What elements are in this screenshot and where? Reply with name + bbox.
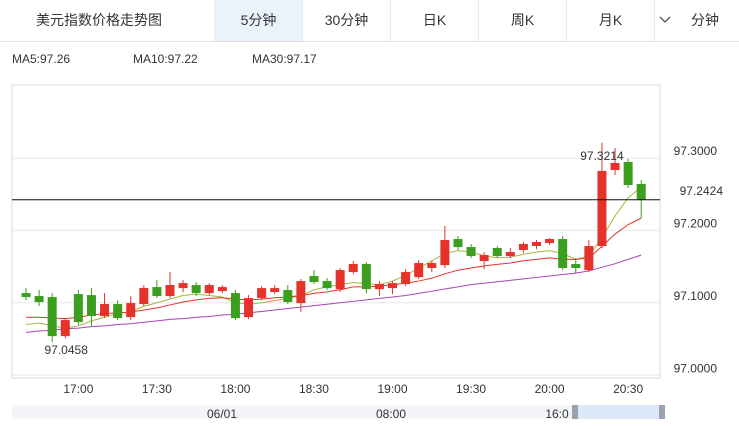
navigator-label: 08:00 xyxy=(376,407,406,421)
candle-body xyxy=(348,264,358,273)
candle-body xyxy=(558,239,568,269)
tab[interactable]: 日K xyxy=(391,0,479,41)
candle-body xyxy=(86,295,96,317)
candle-body xyxy=(427,263,437,269)
candle-body xyxy=(60,320,70,337)
candle-body xyxy=(217,287,227,292)
navigator-label: 06/01 xyxy=(207,407,237,421)
candle-body xyxy=(518,244,528,251)
candle-body xyxy=(100,304,110,317)
x-tick-label: 17:00 xyxy=(63,382,93,396)
candle-body xyxy=(113,304,123,319)
candle-body xyxy=(322,281,332,289)
candle-body xyxy=(270,288,280,293)
navigator-window[interactable] xyxy=(575,405,662,419)
candle-body xyxy=(571,264,581,269)
candle-body xyxy=(414,263,424,278)
candle-body xyxy=(139,288,149,305)
candle-body xyxy=(257,288,267,299)
legend-entry: MA10:97.22 xyxy=(133,52,198,66)
tab[interactable]: 5分钟 xyxy=(215,0,303,41)
candle-body xyxy=(610,162,620,171)
legend-entry: MA30:97.17 xyxy=(252,52,317,66)
candle-body xyxy=(374,284,384,290)
candle-body xyxy=(623,161,633,185)
candle-body xyxy=(505,252,515,257)
candle-body xyxy=(532,241,542,247)
candle-body xyxy=(479,255,489,262)
candle-body xyxy=(204,285,214,294)
candle-body xyxy=(283,290,293,303)
legend-entry: MA5:97.26 xyxy=(12,52,70,66)
x-tick-label: 18:00 xyxy=(220,382,250,396)
dropdown-tab[interactable]: 分钟 xyxy=(655,0,739,41)
x-tick-label: 19:30 xyxy=(456,382,486,396)
candle-body xyxy=(401,272,411,285)
candle-body xyxy=(34,296,44,303)
candle-body xyxy=(21,293,31,298)
tab[interactable]: 月K xyxy=(567,0,655,41)
candle-body xyxy=(361,264,371,290)
candle-body xyxy=(165,285,175,297)
ma-line xyxy=(25,186,642,329)
ma-line xyxy=(25,254,642,333)
candle-body xyxy=(296,281,306,304)
last-price-label: 97.2424 xyxy=(680,184,724,198)
navigator-label: 16:0 xyxy=(545,407,569,421)
candle-body xyxy=(636,183,646,200)
y-tick-label: 97.2000 xyxy=(674,217,718,231)
page-title: 美元指数价格走势图 xyxy=(0,0,215,41)
y-tick-label: 97.3000 xyxy=(674,144,718,158)
candle-body xyxy=(440,240,450,266)
candle-body xyxy=(492,247,502,257)
candle-body xyxy=(191,285,201,294)
candle-body xyxy=(453,239,463,248)
navigator-handle[interactable] xyxy=(659,405,665,419)
candle-body xyxy=(126,303,136,318)
candle-body xyxy=(309,276,319,283)
y-tick-label: 97.1000 xyxy=(674,289,718,303)
candle-body xyxy=(73,294,83,323)
high-label: 97.3214 xyxy=(580,149,624,163)
plot-frame xyxy=(11,84,661,379)
navigator-handle[interactable] xyxy=(572,405,578,419)
candle-body xyxy=(597,170,607,247)
tab-bar: 美元指数价格走势图 5分钟 30分钟 日K 周K 月K 分钟 xyxy=(0,0,739,42)
candle-body xyxy=(152,287,162,297)
candle-body xyxy=(244,298,254,318)
navigator-track xyxy=(12,405,662,419)
x-tick-label: 18:30 xyxy=(299,382,329,396)
candle-body xyxy=(584,246,594,271)
candle-body xyxy=(335,270,345,290)
candle-body xyxy=(230,293,240,319)
x-tick-label: 20:30 xyxy=(613,382,643,396)
candle-body xyxy=(388,283,398,289)
tab-label[interactable]: 分钟 xyxy=(691,12,719,28)
x-tick-label: 17:30 xyxy=(142,382,172,396)
x-tick-label: 20:00 xyxy=(535,382,565,396)
candle-body xyxy=(47,297,57,337)
tab[interactable]: 周K xyxy=(479,0,567,41)
x-tick-label: 19:00 xyxy=(378,382,408,396)
ma-line xyxy=(26,217,642,320)
tab[interactable]: 30分钟 xyxy=(303,0,391,41)
candle-body xyxy=(545,239,555,244)
low-label: 97.0458 xyxy=(44,343,88,357)
candle-body xyxy=(466,247,476,257)
y-tick-label: 97.0000 xyxy=(674,361,718,375)
candle-body xyxy=(178,283,188,289)
